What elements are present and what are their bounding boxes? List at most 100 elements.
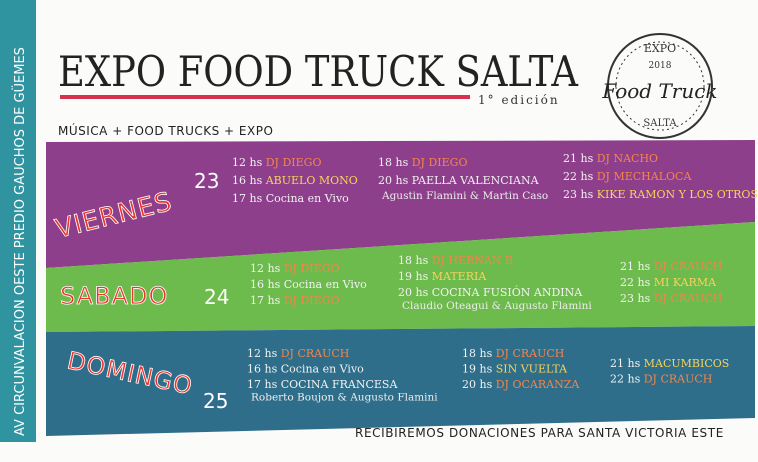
entry-time: 20 hs xyxy=(378,174,409,187)
entry-time: 19 hs xyxy=(398,270,429,283)
title: EXPO FOOD TRUCK SALTA xyxy=(58,47,579,96)
schedule-entry: 22 hs MI KARMA xyxy=(620,276,717,289)
entry-time: 18 hs xyxy=(462,347,493,360)
logo-top: EXPO xyxy=(644,42,676,55)
entry-time: 17 hs xyxy=(247,378,278,391)
entry-act: Cocina en Vivo xyxy=(284,278,367,291)
entry-time: 12 hs xyxy=(232,156,263,169)
entry-act: Cocina en Vivo xyxy=(266,192,349,205)
schedule-entry: 16 hs ABUELO MONO xyxy=(232,174,358,187)
entry-act: DJ NACHO xyxy=(597,152,658,165)
schedule-entry: 21 hs DJ NACHO xyxy=(563,152,658,165)
entry-act: DJ CRAUCH xyxy=(644,373,713,386)
entry-time: 16 hs xyxy=(232,174,263,187)
side-strip xyxy=(0,0,36,442)
entry-time: 20 hs xyxy=(398,286,429,299)
entry-time: 20 hs xyxy=(462,378,493,391)
entry-time: 17 hs xyxy=(232,192,263,205)
entry-act: PAELLA VALENCIANA xyxy=(412,174,540,187)
entry-act: SIN VUELTA xyxy=(496,363,568,376)
schedule-entry: 23 hs KIKE RAMON Y LOS OTROS xyxy=(563,188,758,201)
entry-act: DJ DIEGO xyxy=(284,262,340,275)
band-domingo xyxy=(46,326,755,436)
entry-sub: Roberto Boujon & Augusto Flamini xyxy=(251,392,438,404)
entry-act: DJ DIEGO xyxy=(266,156,322,169)
entry-act: COCINA FRANCESA xyxy=(281,378,399,391)
schedule-entry: 18 hs DJ CRAUCH xyxy=(462,347,564,360)
entry-time: 23 hs xyxy=(620,292,651,305)
footer: RECIBIREMOS DONACIONES PARA SANTA VICTOR… xyxy=(355,426,724,440)
schedule-entry: 12 hs DJ DIEGO xyxy=(250,262,339,275)
schedule-entry: 18 hs DJ DIEGO xyxy=(378,156,467,169)
entry-act: DJ MECHALOCA xyxy=(597,170,693,183)
schedule-entry: 19 hs MATERIA xyxy=(398,270,487,283)
entry-time: 16 hs xyxy=(250,278,281,291)
entry-time: 22 hs xyxy=(620,276,651,289)
schedule-entry: 12 hs DJ DIEGO xyxy=(232,156,321,169)
entry-time: 22 hs xyxy=(563,170,594,183)
day-number: 24 xyxy=(204,285,229,309)
schedule-entry: 19 hs SIN VUELTA xyxy=(462,363,568,376)
entry-time: 19 hs xyxy=(462,363,493,376)
schedule-entry: 20 hs COCINA FUSIÓN ANDINA xyxy=(398,285,583,299)
entry-act: COCINA FUSIÓN ANDINA xyxy=(432,285,584,299)
entry-act: MI KARMA xyxy=(654,276,717,289)
band-viernes xyxy=(46,140,755,268)
schedule-entry: 18 hs DJ HERNAN B xyxy=(398,254,513,267)
logo-ring xyxy=(607,33,713,139)
entry-act: DJ HERNAN B xyxy=(432,254,513,267)
schedule-entry: 17 hs Cocina en Vivo xyxy=(232,192,349,205)
logo-year: 2018 xyxy=(649,61,672,71)
schedule-entry: 22 hs DJ MECHALOCA xyxy=(563,170,692,183)
entry-act: ABUELO MONO xyxy=(265,174,358,187)
entry-time: 12 hs xyxy=(250,262,281,275)
entry-act: DJ OCARANZA xyxy=(496,378,581,391)
entry-time: 22 hs xyxy=(610,373,641,386)
logo-ring-inner xyxy=(615,41,705,131)
entry-time: 21 hs xyxy=(563,152,594,165)
entry-act: DJ CRAUCH xyxy=(654,292,723,305)
band-sabado xyxy=(46,222,755,332)
logo-bottom: SALTA xyxy=(643,118,677,129)
logo-name: Food Truck xyxy=(601,79,717,103)
entry-time: 18 hs xyxy=(398,254,429,267)
entry-time: 18 hs xyxy=(378,156,409,169)
entry-time: 21 hs xyxy=(620,260,651,273)
day-name: SABADO xyxy=(60,282,168,310)
day-number: 23 xyxy=(194,169,219,193)
entry-act: DJ DIEGO xyxy=(412,156,468,169)
schedule-entry: 23 hs DJ CRAUCH xyxy=(620,292,722,305)
entry-sub: Claudio Oteagui & Augusto Flamini xyxy=(402,300,592,312)
entry-act: DJ CRAUCH xyxy=(496,347,565,360)
side-text: AV CIRCUNVALACION OESTE PREDIO GAUCHOS D… xyxy=(11,47,28,436)
entry-time: 16 hs xyxy=(247,363,278,376)
schedule-entry: 21 hs MACUMBICOS xyxy=(610,357,729,370)
logo: EXPO 2018 Food Truck SALTA xyxy=(601,33,718,139)
schedule-entry: 17 hs COCINA FRANCESA xyxy=(247,378,398,391)
entry-time: 21 hs xyxy=(610,357,641,370)
edition: 1° edición xyxy=(478,93,560,107)
schedule-entry: 20 hs DJ OCARANZA xyxy=(462,378,580,391)
entry-act: DJ CRAUCH xyxy=(654,260,723,273)
schedule-entry: 12 hs DJ CRAUCH xyxy=(247,347,349,360)
entry-act: MACUMBICOS xyxy=(644,357,730,370)
entry-act: DJ CRAUCH xyxy=(281,347,350,360)
entry-act: Cocina en Vivo xyxy=(281,363,364,376)
entry-sub: Agustin Flamini & Martin Caso xyxy=(381,190,548,202)
entry-time: 23 hs xyxy=(563,188,594,201)
schedule-entry: 22 hs DJ CRAUCH xyxy=(610,373,712,386)
schedule-entry: 21 hs DJ CRAUCH xyxy=(620,260,722,273)
schedule-entry: 20 hs PAELLA VALENCIANA xyxy=(378,174,540,187)
entry-time: 12 hs xyxy=(247,347,278,360)
schedule-entry: 16 hs Cocina en Vivo xyxy=(250,278,367,291)
schedule-entry: 17 hs DJ DIEGO xyxy=(250,294,339,307)
title-underline xyxy=(60,95,470,99)
day-number: 25 xyxy=(203,389,228,413)
entry-act: KIKE RAMON Y LOS OTROS xyxy=(597,188,758,201)
tagline: MÚSICA + FOOD TRUCKS + EXPO xyxy=(58,123,273,138)
schedule-entry: 16 hs Cocina en Vivo xyxy=(247,363,364,376)
entry-act: MATERIA xyxy=(432,270,488,283)
entry-act: DJ DIEGO xyxy=(284,294,340,307)
entry-time: 17 hs xyxy=(250,294,281,307)
